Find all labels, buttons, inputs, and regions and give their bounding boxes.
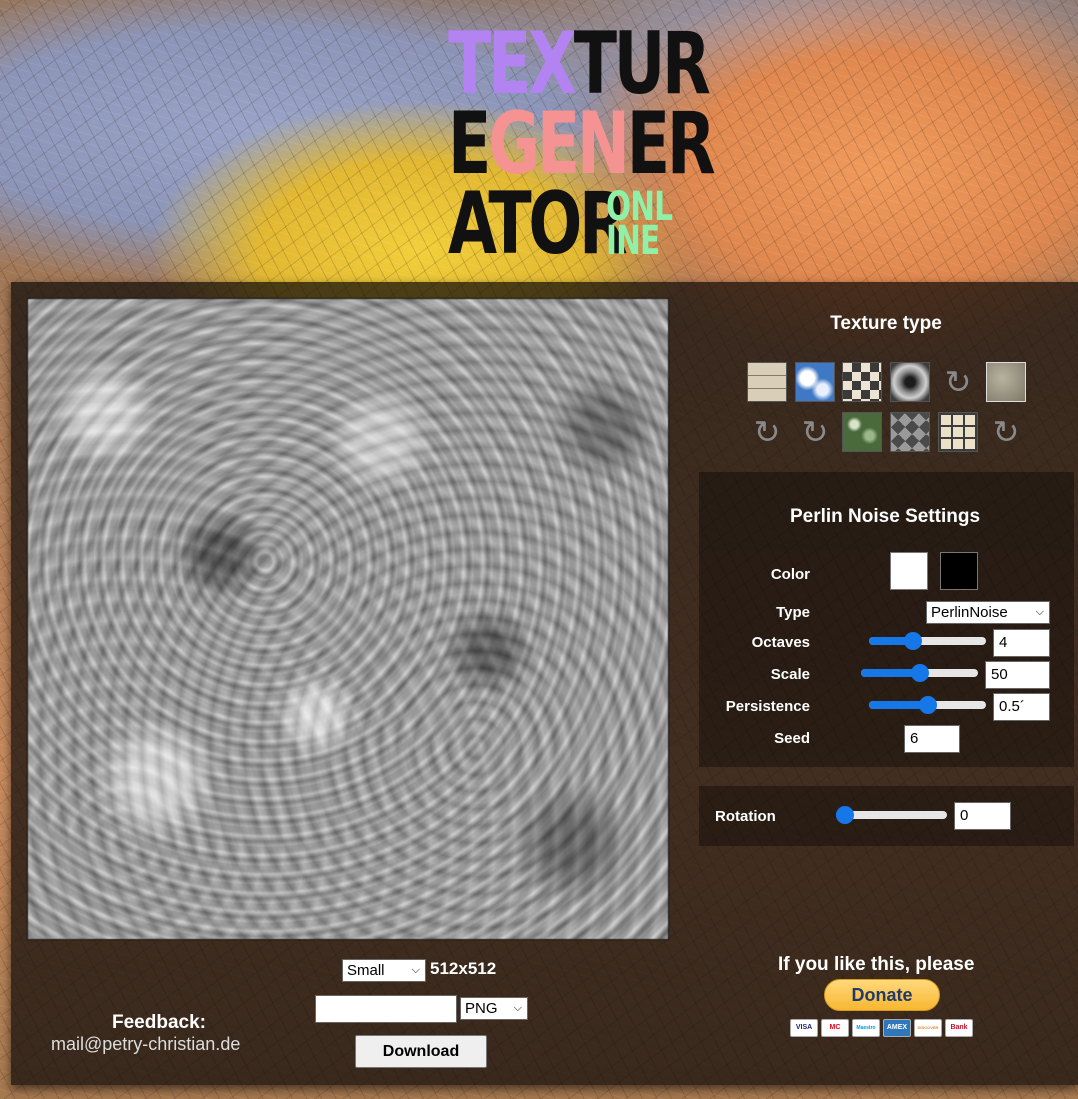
format-select[interactable]: PNG ⌵ xyxy=(460,997,528,1020)
diamond-pattern-texture-icon[interactable] xyxy=(890,412,930,452)
loading-icon[interactable]: ↻ xyxy=(944,364,972,400)
logo-row-3: ATOR xyxy=(448,181,628,267)
slider-track xyxy=(836,811,947,819)
clouds-texture-icon[interactable] xyxy=(795,362,835,402)
scale-slider[interactable] xyxy=(861,663,978,683)
chevron-down-icon: ⌵ xyxy=(513,1002,522,1014)
noise-type-select[interactable]: PerlinNoise ⌵ xyxy=(926,601,1050,624)
logo-text-ator: ATOR xyxy=(448,174,628,274)
loading-icon[interactable]: ↻ xyxy=(992,414,1020,450)
mastercard-card-icon: MC xyxy=(821,1019,849,1037)
bricks-texture-icon[interactable] xyxy=(747,362,787,402)
tiles-texture-icon[interactable] xyxy=(938,412,978,452)
octaves-slider[interactable] xyxy=(869,631,986,651)
slider-fill xyxy=(869,637,913,645)
feedback-label: Feedback: xyxy=(112,1012,206,1033)
logo-text-onl: ONL xyxy=(606,184,673,230)
filename-input[interactable] xyxy=(315,995,457,1023)
leaves-texture-icon[interactable] xyxy=(842,412,882,452)
texture-type-grid: ↻ ↻ ↻ ↻ xyxy=(745,362,1035,458)
noise-type-value: PerlinNoise xyxy=(931,604,1008,621)
logo-text-er: ER xyxy=(626,94,716,194)
checkerboard-texture-icon[interactable] xyxy=(842,362,882,402)
scale-label: Scale xyxy=(770,666,810,683)
download-button[interactable]: Download xyxy=(355,1035,487,1068)
octaves-label: Octaves xyxy=(751,634,810,651)
loading-icon[interactable]: ↻ xyxy=(753,414,781,450)
loading-icon[interactable]: ↻ xyxy=(801,414,829,450)
visa-card-icon: VISA xyxy=(790,1019,818,1037)
slider-fill xyxy=(869,701,928,709)
persistence-slider[interactable] xyxy=(869,695,986,715)
logo-row-1: TEXTUR xyxy=(448,21,711,107)
logo-text-ine: INE xyxy=(606,218,660,264)
slider-thumb[interactable] xyxy=(903,632,922,650)
logo-online: ONL INE xyxy=(606,184,673,264)
chevron-down-icon: ⌵ xyxy=(411,964,420,976)
logo-text-tex: TEX xyxy=(448,14,577,114)
type-label: Type xyxy=(776,604,810,621)
color-swatch-primary[interactable] xyxy=(890,552,928,590)
color-swatch-secondary[interactable] xyxy=(940,552,978,590)
slider-track xyxy=(869,637,986,645)
scale-input[interactable]: 50 xyxy=(985,661,1050,689)
logo-text-e: E xyxy=(448,94,491,194)
slider-thumb[interactable] xyxy=(836,806,854,824)
chevron-down-icon: ⌵ xyxy=(1035,606,1044,618)
persistence-input[interactable]: 0.5´ xyxy=(993,693,1050,721)
logo-text-tur: TUR xyxy=(573,14,711,114)
persistence-label: Persistence xyxy=(725,698,810,715)
donate-label: If you like this, please xyxy=(778,954,975,975)
texture-type-title: Texture type xyxy=(830,313,942,334)
radial-gradient-texture-icon[interactable] xyxy=(890,362,930,402)
perlin-noise-texture-icon[interactable] xyxy=(986,362,1026,402)
logo-row-2: EGENER xyxy=(448,101,716,187)
color-label: Color xyxy=(770,566,810,583)
size-select[interactable]: Small ⌵ xyxy=(342,959,426,982)
size-dimensions: 512x512 xyxy=(430,959,497,978)
slider-thumb[interactable] xyxy=(918,696,937,714)
maestro-card-icon: Maestro xyxy=(852,1019,880,1037)
seed-input[interactable]: 6 xyxy=(904,725,960,753)
bank-card-icon: Bank xyxy=(945,1019,973,1037)
octaves-input[interactable]: 4 xyxy=(993,629,1050,657)
size-select-value: Small xyxy=(347,962,385,979)
amex-card-icon: AMEX xyxy=(883,1019,911,1037)
feedback-email-link[interactable]: mail@petry-christian.de xyxy=(51,1034,241,1054)
slider-fill xyxy=(861,669,920,677)
slider-thumb[interactable] xyxy=(910,664,929,682)
format-select-value: PNG xyxy=(465,1000,498,1017)
rotation-input[interactable]: 0 xyxy=(954,802,1011,830)
discover-card-icon: DISCOVER xyxy=(914,1019,942,1037)
rotation-slider[interactable] xyxy=(836,805,947,825)
donate-button[interactable]: Donate xyxy=(824,979,940,1011)
logo-text-gen: GEN xyxy=(488,94,630,194)
perlin-settings-title: Perlin Noise Settings xyxy=(789,506,981,527)
rotation-label: Rotation xyxy=(715,808,776,825)
seed-label: Seed xyxy=(774,730,810,747)
texture-preview xyxy=(27,298,669,940)
site-logo: TEXTUR EGENER ATOR ONL INE xyxy=(448,21,716,267)
